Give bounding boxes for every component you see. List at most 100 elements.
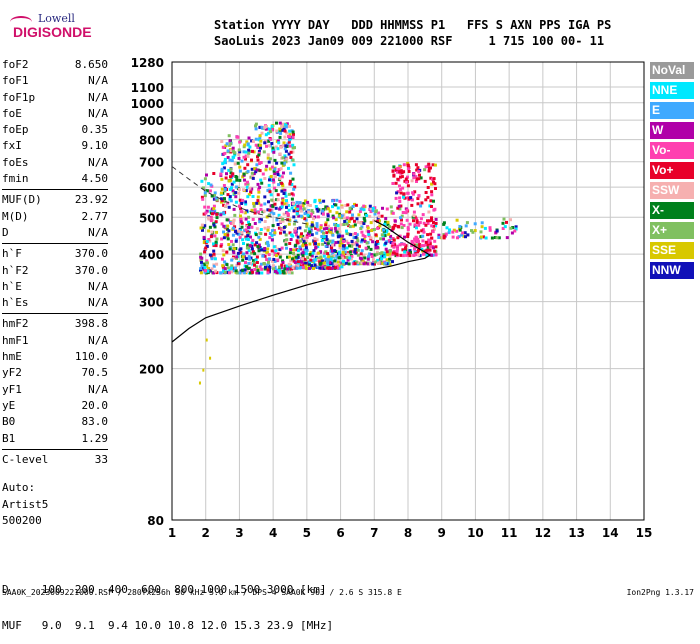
echo-point [233,162,237,166]
echo-point [334,266,338,270]
echo-point [514,225,518,229]
echo-point [222,236,226,240]
echo-point [401,186,405,190]
echo-point [249,149,253,153]
echo-point [382,251,386,255]
echo-point [265,258,269,262]
echo-point [303,248,307,252]
echo-point [410,198,414,202]
echo-point [267,253,271,257]
echo-point [424,191,428,194]
echo-point [413,250,417,254]
param-name: h`F2 [2,263,29,277]
echo-point [372,258,375,262]
echo-point [265,164,269,168]
echo-point [288,268,292,272]
echo-point [376,226,380,230]
echo-point [514,227,518,231]
echo-point [302,260,306,264]
echo-point [431,230,435,234]
echo-point [224,176,228,180]
echo-point [210,209,214,213]
echo-point [210,257,214,261]
echo-point [293,229,297,233]
echo-point [226,201,230,205]
echo-point [322,231,325,235]
echo-point [359,227,363,230]
echo-point [325,238,329,242]
echo-point [296,235,300,239]
echo-point [297,262,300,266]
echo-point [260,125,264,129]
echo-point [302,202,306,205]
echo-point [274,249,278,253]
echo-point [246,243,250,247]
echo-point [396,236,400,240]
echo-point [251,149,254,153]
echo-point [387,232,391,236]
param-row: fmin 4.50 [2,171,108,187]
echo-point [331,252,335,256]
echo-point [247,136,251,140]
echo-point [254,233,258,237]
echo-point [263,226,267,230]
echo-point [278,207,282,211]
echo-point [234,230,238,233]
echo-point [355,233,359,237]
echo-point [501,227,505,230]
echo-point [405,208,409,212]
echo-point [326,259,330,263]
echo-point [328,261,332,264]
echo-point [273,259,277,263]
echo-point [230,182,234,186]
echo-point [228,188,232,191]
echo-point [240,210,243,214]
echo-point [209,219,213,223]
echo-point [389,252,393,256]
legend-item-noval: NoVal [650,62,694,79]
echo-point [254,170,258,174]
param-name: yF1 [2,382,22,396]
echo-point [304,242,307,246]
echo-point [397,225,401,229]
echo-point [417,223,421,227]
echo-point [221,145,225,149]
param-separator [2,313,108,315]
echo-point [296,264,300,268]
echo-point [299,214,303,218]
echo-point [303,212,307,216]
echo-point [341,250,345,254]
echo-point [282,271,286,275]
echo-point [266,244,270,248]
echo-point [345,229,348,233]
echo-point [305,252,308,256]
echo-point [505,220,508,224]
echo-point [378,252,382,256]
echo-point [430,216,433,220]
echo-point [248,244,252,248]
echo-point [234,185,238,189]
echo-point [269,204,273,208]
echo-point [393,219,397,223]
echo-point [309,225,313,229]
echo-point [340,205,344,209]
echo-point [258,162,262,165]
echo-point [283,267,287,271]
echo-point [363,219,367,223]
echo-point [382,237,385,241]
echo-point [377,215,381,219]
echo-point [402,192,406,196]
echo-point [268,266,272,269]
echo-point [271,264,275,268]
echo-point [251,217,255,221]
echo-point [354,247,357,251]
echo-point [434,224,438,228]
echo-point [307,209,311,212]
echo-point [200,195,204,199]
echo-point [331,214,335,218]
echo-point [353,202,356,206]
echo-point [289,171,293,175]
echo-point [310,209,314,212]
echo-point [336,266,340,270]
echo-point [370,255,374,258]
